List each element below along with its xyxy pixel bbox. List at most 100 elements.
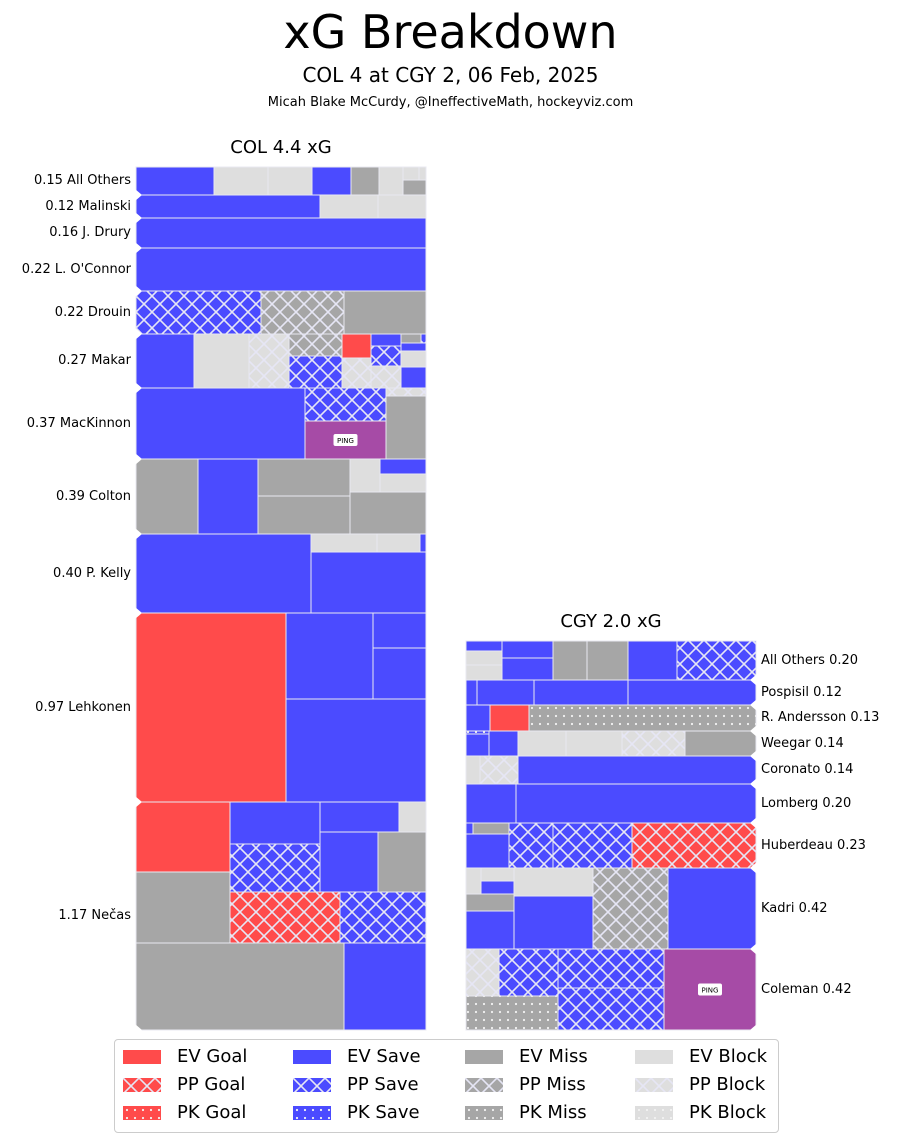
cgy-player-label: Kadri 0.42 bbox=[761, 900, 828, 916]
legend-label: PK Miss bbox=[519, 1102, 587, 1123]
col-shot-cell bbox=[378, 166, 404, 196]
col-shot-cell bbox=[135, 333, 195, 389]
legend-swatch-save-pp bbox=[293, 1078, 331, 1092]
cgy-shot-cell-pk-pattern bbox=[529, 705, 756, 731]
col-team-title: COL 4.4 xG bbox=[230, 137, 332, 158]
col-shot-cell bbox=[370, 333, 402, 347]
col-shot-cell bbox=[257, 495, 351, 535]
cgy-player-label: Weegar 0.14 bbox=[761, 735, 844, 751]
col-shot-cell bbox=[135, 533, 312, 614]
col-shot-cell bbox=[193, 333, 250, 389]
cgy-player-label: Coleman 0.42 bbox=[761, 981, 852, 997]
col-player-label: 0.12 Malinski bbox=[45, 198, 131, 214]
legend-label: PP Miss bbox=[519, 1074, 586, 1095]
cgy-shot-cell-pk-pattern bbox=[466, 996, 558, 1030]
cgy-shot-cell-pp-pattern bbox=[632, 823, 756, 868]
col-shot-cell-pp-pattern bbox=[340, 892, 426, 943]
col-shot-cell bbox=[372, 647, 427, 700]
col-shot-cell bbox=[341, 333, 372, 359]
ping-label: PING bbox=[702, 987, 719, 995]
cgy-player-label: Lomberg 0.20 bbox=[761, 795, 852, 811]
col-shot-cell bbox=[398, 801, 427, 833]
col-shot-cell-pp-pattern bbox=[249, 334, 289, 388]
row-separator-notch bbox=[750, 674, 757, 686]
ping-label: PING bbox=[337, 437, 354, 445]
col-shot-cell bbox=[229, 801, 321, 845]
col-shot-cell bbox=[197, 458, 259, 535]
row-separator-notch bbox=[750, 699, 757, 711]
col-shot-cell bbox=[350, 166, 380, 196]
ping-badge bbox=[698, 983, 722, 996]
chart-title: xG Breakdown bbox=[283, 5, 618, 59]
cgy-shot-cell bbox=[489, 704, 530, 732]
col-player-label: 0.22 L. O'Connor bbox=[21, 261, 131, 277]
legend-item: PP Goal bbox=[123, 1072, 245, 1098]
legend-item: PK Save bbox=[293, 1100, 420, 1126]
col-shot-cell-pp-pattern bbox=[342, 358, 371, 388]
cgy-shot-cell bbox=[565, 730, 623, 757]
cgy-shot-cell bbox=[465, 755, 481, 785]
legend-swatch-goal-pp bbox=[123, 1078, 161, 1092]
col-shot-cell bbox=[418, 166, 427, 181]
cgy-shot-cell bbox=[480, 880, 515, 895]
col-shot-cell bbox=[319, 801, 400, 833]
col-shot-cell-pp-pattern bbox=[136, 291, 261, 334]
col-shot-cell bbox=[379, 458, 427, 475]
col-shot-cell-pp-pattern bbox=[371, 346, 401, 366]
col-shot-cell bbox=[311, 166, 352, 196]
col-shot-cell-pp-pattern bbox=[230, 844, 320, 892]
legend-swatch-goal-ev bbox=[123, 1050, 161, 1064]
cgy-shot-cell bbox=[465, 867, 482, 895]
cgy-shot-cell bbox=[465, 704, 491, 732]
row-separator-notch bbox=[750, 750, 757, 762]
row-separator-notch bbox=[750, 1024, 757, 1036]
cgy-shot-cell-pp-pattern bbox=[677, 641, 756, 680]
legend-swatch-miss-pk bbox=[465, 1106, 503, 1120]
row-separator-notch bbox=[135, 607, 142, 619]
col-shot-cell bbox=[135, 801, 231, 873]
col-shot-cell bbox=[213, 166, 269, 196]
legend-swatch-miss-pp bbox=[465, 1078, 503, 1092]
col-player-label: 0.39 Colton bbox=[55, 488, 131, 504]
col-shot-cell bbox=[135, 247, 427, 292]
legend-label: PP Block bbox=[689, 1074, 766, 1095]
row-separator-notch bbox=[135, 382, 142, 394]
row-separator-notch bbox=[135, 328, 142, 340]
cgy-shot-cell-pp-pattern bbox=[509, 823, 553, 868]
legend-label: PP Goal bbox=[177, 1074, 246, 1095]
col-player-label: 0.15 All Others bbox=[33, 173, 131, 188]
cgy-shot-cell bbox=[465, 640, 503, 652]
col-shot-cell bbox=[135, 942, 345, 1031]
cgy-shot-cell-pk-pattern bbox=[466, 731, 489, 734]
cgy-shot-cell-pp-pattern bbox=[499, 949, 558, 996]
legend-item: PP Miss bbox=[465, 1072, 586, 1098]
row-separator-notch bbox=[750, 778, 757, 790]
col-shot-cell bbox=[310, 533, 378, 553]
cgy-shot-cell-pp-pattern bbox=[466, 949, 499, 996]
legend-swatch-block-ev bbox=[635, 1050, 673, 1064]
cgy-shot-cell bbox=[513, 867, 594, 897]
col-player-label: 1.17 Nečas bbox=[58, 908, 131, 923]
legend-label: EV Miss bbox=[519, 1046, 588, 1067]
row-separator-notch bbox=[750, 943, 757, 955]
legend-label: EV Block bbox=[689, 1046, 768, 1067]
cgy-shot-cell bbox=[501, 657, 554, 681]
col-shot-cell bbox=[135, 612, 287, 803]
legend-item: PK Block bbox=[635, 1100, 766, 1126]
col-shot-cell bbox=[267, 166, 313, 196]
legend: EV Goal PP Goal PK Goal EV Save PP Save PK Sa… bbox=[114, 1039, 779, 1133]
col-shot-cell bbox=[319, 831, 379, 893]
legend-label: PK Save bbox=[347, 1102, 420, 1123]
legend-swatch-block-pp bbox=[635, 1078, 673, 1092]
cgy-shot-cell bbox=[513, 895, 594, 950]
row-separator-notch bbox=[135, 285, 142, 297]
cgy-shot-cell bbox=[476, 679, 535, 706]
row-separator-notch bbox=[135, 212, 142, 224]
row-separator-notch bbox=[135, 242, 142, 254]
cgy-shot-cell bbox=[465, 664, 503, 681]
legend-swatch-save-ev bbox=[293, 1050, 331, 1064]
legend-label: EV Goal bbox=[177, 1046, 248, 1067]
row-separator-notch bbox=[135, 453, 142, 465]
col-shot-cell-pp-pattern bbox=[305, 388, 386, 421]
cgy-shot-cell bbox=[480, 867, 515, 882]
